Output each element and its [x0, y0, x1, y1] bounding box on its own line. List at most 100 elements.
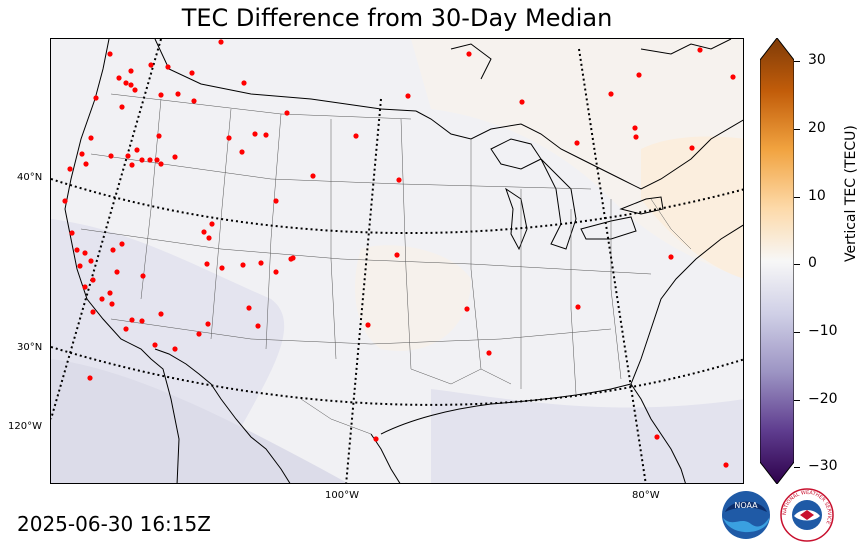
- graticule: [51, 39, 743, 483]
- noaa-logo: NOAA: [722, 491, 770, 539]
- station-marker: [730, 74, 736, 80]
- station-marker: [110, 247, 116, 253]
- station-marker: [206, 235, 212, 241]
- station-marker: [575, 304, 581, 310]
- station-marker: [172, 154, 178, 160]
- station-marker: [263, 132, 269, 138]
- station-marker: [125, 153, 131, 159]
- station-marker: [464, 306, 470, 312]
- station-marker: [107, 51, 113, 57]
- station-marker: [288, 256, 294, 262]
- colorbar-tick-mark: [794, 264, 800, 265]
- station-marker: [273, 269, 279, 275]
- station-marker: [77, 263, 83, 269]
- colorbar-tick-mark: [794, 332, 800, 333]
- colorbar-tick-mark: [794, 61, 800, 62]
- station-marker: [134, 147, 140, 153]
- station-marker: [405, 93, 411, 99]
- station-marker: [172, 346, 178, 352]
- station-marker: [396, 177, 402, 183]
- map-title: TEC Difference from 30-Day Median: [181, 4, 613, 32]
- station-marker: [79, 151, 85, 157]
- station-marker: [152, 342, 158, 348]
- station-marker: [636, 72, 642, 78]
- colorbar: [760, 38, 794, 484]
- station-marker: [654, 434, 660, 440]
- station-marker: [394, 252, 400, 258]
- station-marker: [158, 311, 164, 317]
- station-marker: [140, 273, 146, 279]
- station-marker: [209, 221, 215, 227]
- noaa-logo-text: NOAA: [734, 501, 758, 510]
- tec-map: [50, 38, 744, 484]
- lon-label-120w: 120°W: [8, 421, 42, 432]
- station-marker: [123, 80, 129, 86]
- station-marker: [99, 296, 105, 302]
- colorbar-tick-label: 20: [808, 120, 826, 136]
- station-marker: [62, 198, 68, 204]
- station-marker: [258, 260, 264, 266]
- station-marker: [108, 153, 114, 159]
- colorbar-tick-label: −30: [808, 458, 838, 474]
- colorbar-tick-label: −20: [808, 391, 838, 407]
- station-marker: [219, 265, 225, 271]
- colorbar-tick-mark: [794, 129, 800, 130]
- colorbar-tick-label: 10: [808, 188, 826, 204]
- station-marker: [74, 247, 80, 253]
- station-marker: [114, 269, 120, 275]
- tec-positive-region-east: [641, 136, 743, 279]
- map-canvas: [51, 39, 743, 483]
- colorbar-tick-label: −10: [808, 323, 838, 339]
- lat-label-30n: 30°N: [17, 342, 43, 353]
- station-marker: [156, 133, 162, 139]
- station-marker: [310, 173, 316, 179]
- station-marker: [87, 375, 93, 381]
- station-marker: [116, 75, 122, 81]
- station-marker: [191, 98, 197, 104]
- station-markers: [62, 39, 736, 468]
- station-marker: [148, 62, 154, 68]
- station-marker: [632, 125, 638, 131]
- station-marker: [689, 145, 695, 151]
- station-marker: [466, 51, 472, 57]
- station-marker: [218, 39, 224, 45]
- lat-label-40n: 40°N: [17, 172, 43, 183]
- station-marker: [128, 82, 134, 88]
- lon-label-100w: 100°W: [325, 490, 359, 501]
- colorbar-label: Vertical TEC (TECU): [843, 125, 859, 262]
- station-marker: [353, 133, 359, 139]
- station-marker: [129, 162, 135, 168]
- station-marker: [252, 131, 258, 137]
- timestamp: 2025-06-30 16:15Z: [17, 512, 211, 536]
- station-marker: [204, 261, 210, 267]
- colorbar-tick-label: 0: [808, 255, 817, 271]
- nws-logo: NATIONAL WEATHER SERVICE: [780, 488, 834, 542]
- station-marker: [175, 91, 181, 97]
- colorbar-tick-mark: [794, 400, 800, 401]
- tec-negative-region-southwest: [51, 359, 348, 483]
- station-marker: [69, 230, 75, 236]
- tec-negative-region-south: [431, 389, 743, 483]
- station-marker: [246, 305, 252, 311]
- coastlines: [64, 39, 743, 483]
- station-marker: [241, 80, 247, 86]
- station-marker: [158, 161, 164, 167]
- station-marker: [723, 462, 729, 468]
- station-marker: [205, 321, 211, 327]
- colorbar-tick-label: 30: [808, 52, 826, 68]
- station-marker: [668, 254, 674, 260]
- station-marker: [119, 104, 125, 110]
- station-marker: [373, 436, 379, 442]
- station-marker: [139, 157, 145, 163]
- station-marker: [608, 91, 614, 97]
- colorbar-tick-mark: [794, 467, 800, 468]
- station-marker: [82, 250, 88, 256]
- station-marker: [365, 322, 371, 328]
- station-marker: [93, 95, 99, 101]
- station-marker: [82, 284, 88, 290]
- station-marker: [88, 258, 94, 264]
- station-marker: [158, 92, 164, 98]
- lon-label-80w: 80°W: [632, 490, 660, 501]
- station-marker: [239, 149, 245, 155]
- station-marker: [165, 64, 171, 70]
